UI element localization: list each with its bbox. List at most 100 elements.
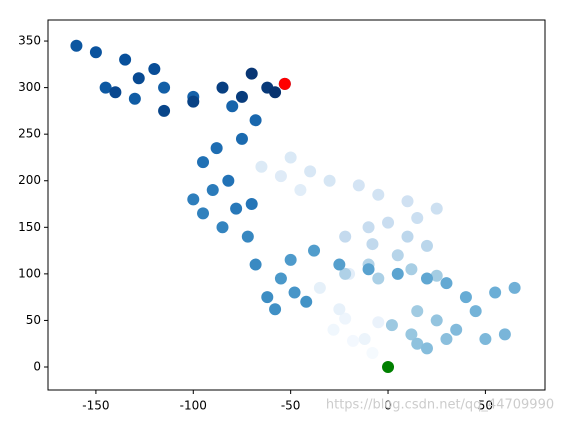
walk-point <box>274 170 287 183</box>
walk-point <box>216 221 229 234</box>
walk-point <box>288 286 301 299</box>
y-tick-label: 250 <box>18 127 41 141</box>
walk-point <box>430 269 443 282</box>
walk-point <box>148 62 161 75</box>
walk-point <box>222 174 235 187</box>
walk-point <box>385 319 398 332</box>
walk-point <box>89 46 102 59</box>
walk-point <box>372 316 385 329</box>
walk-point <box>339 267 352 280</box>
walk-point <box>235 132 248 145</box>
walk-point <box>327 323 340 336</box>
walk-point <box>411 211 424 224</box>
walk-point <box>358 333 371 346</box>
walk-point <box>70 39 83 52</box>
walk-point <box>284 253 297 266</box>
walk-point <box>405 328 418 341</box>
walk-point <box>132 72 145 85</box>
walk-point <box>119 53 132 66</box>
walk-point <box>304 165 317 178</box>
walk-point <box>245 198 258 211</box>
walk-point <box>372 188 385 201</box>
x-tick-label: -50 <box>281 399 301 413</box>
walk-point <box>255 160 268 173</box>
walk-point <box>99 81 112 94</box>
walk-point <box>440 277 453 290</box>
x-tick-label: -150 <box>82 399 109 413</box>
walk-point <box>235 90 248 103</box>
y-tick-label: 300 <box>18 80 41 94</box>
walk-point <box>261 291 274 304</box>
x-tick-label: -100 <box>180 399 207 413</box>
walk-point <box>440 333 453 346</box>
walk-point <box>401 230 414 243</box>
walk-point <box>323 174 336 187</box>
walk-point <box>420 342 433 355</box>
walk-point <box>269 303 282 316</box>
walk-point <box>241 230 254 243</box>
walk-point <box>391 267 404 280</box>
walk-point <box>333 258 346 271</box>
y-tick-label: 150 <box>18 220 41 234</box>
walk-point <box>469 305 482 318</box>
walk-point <box>294 184 307 197</box>
walk-point <box>249 114 262 127</box>
walk-point <box>346 334 359 347</box>
walk-point <box>109 86 122 99</box>
walk-point <box>405 263 418 276</box>
y-tick-label: 0 <box>33 359 41 373</box>
walk-point <box>362 263 375 276</box>
walk-point <box>187 95 200 108</box>
walk-point <box>197 207 210 220</box>
walk-point <box>128 92 141 105</box>
walk-point <box>269 86 282 99</box>
walk-point <box>333 303 346 316</box>
walk-point <box>158 104 171 117</box>
walk-point <box>226 100 239 113</box>
walk-point <box>245 67 258 80</box>
x-tick-label: 0 <box>384 399 392 413</box>
walk-point <box>197 156 210 169</box>
walk-point <box>430 314 443 327</box>
walk-point <box>216 81 229 94</box>
walk-point <box>366 238 379 251</box>
end-point <box>278 77 291 90</box>
walk-point <box>411 337 424 350</box>
walk-point <box>372 272 385 285</box>
walk-point <box>391 249 404 262</box>
walk-point <box>401 195 414 208</box>
walk-point <box>339 230 352 243</box>
start-point <box>382 360 395 373</box>
walk-point <box>489 286 502 299</box>
walk-point <box>339 312 352 325</box>
walk-point <box>362 221 375 234</box>
y-tick-label: 200 <box>18 173 41 187</box>
walk-point <box>420 239 433 252</box>
walk-point <box>308 244 321 257</box>
walk-point <box>498 328 511 341</box>
walk-point <box>158 81 171 94</box>
walk-point <box>313 281 326 294</box>
plot-frame <box>47 19 546 391</box>
y-tick-label: 350 <box>18 34 41 48</box>
walk-point <box>382 216 395 229</box>
walk-point <box>479 333 492 346</box>
walk-point <box>230 202 243 215</box>
walk-point <box>300 295 313 308</box>
watermark: https://blog.csdn.net/qq_44709990 <box>326 398 554 413</box>
walk-point <box>274 272 287 285</box>
walk-point <box>430 202 443 215</box>
walk-point <box>206 184 219 197</box>
walk-point <box>284 151 297 164</box>
walk-point <box>459 291 472 304</box>
y-tick-label: 50 <box>26 313 41 327</box>
walk-point <box>210 142 223 155</box>
y-tick-label: 100 <box>18 266 41 280</box>
walk-point <box>508 281 521 294</box>
x-tick-label: 50 <box>478 399 493 413</box>
walk-point <box>366 347 379 360</box>
walk-point <box>420 272 433 285</box>
walk-point <box>187 193 200 206</box>
walk-point <box>450 323 463 336</box>
